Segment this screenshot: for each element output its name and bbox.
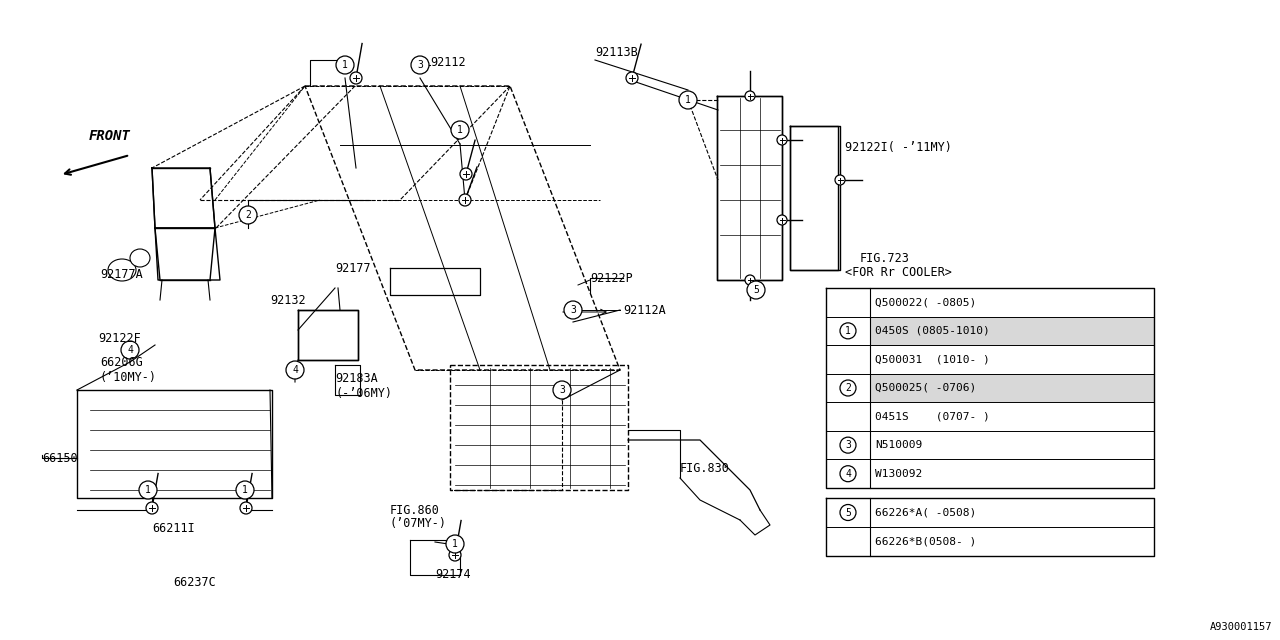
Circle shape — [745, 275, 755, 285]
Circle shape — [835, 175, 845, 185]
Text: A930001157: A930001157 — [1210, 622, 1272, 632]
Circle shape — [349, 72, 362, 84]
Text: 1: 1 — [845, 326, 851, 336]
Text: 92122I( -’11MY): 92122I( -’11MY) — [845, 141, 952, 154]
Text: 92122P: 92122P — [590, 271, 632, 285]
Circle shape — [335, 56, 355, 74]
Circle shape — [140, 481, 157, 499]
Circle shape — [777, 215, 787, 225]
Ellipse shape — [131, 249, 150, 267]
Text: 4: 4 — [292, 365, 298, 375]
Text: 2: 2 — [845, 383, 851, 393]
Bar — [870, 317, 1155, 345]
Ellipse shape — [108, 259, 136, 281]
Text: (’07MY-): (’07MY-) — [390, 518, 447, 531]
Text: Q500025( -0706): Q500025( -0706) — [876, 383, 977, 393]
Text: 5: 5 — [753, 285, 759, 295]
Circle shape — [840, 323, 856, 339]
Text: 92122F: 92122F — [99, 332, 141, 344]
Text: 1: 1 — [457, 125, 463, 135]
Circle shape — [239, 206, 257, 224]
Text: 92183A: 92183A — [335, 371, 378, 385]
Circle shape — [777, 135, 787, 145]
Text: 92174: 92174 — [435, 568, 471, 582]
Text: 92113B: 92113B — [595, 45, 637, 58]
Text: 1: 1 — [342, 60, 348, 70]
Text: (’10MY-): (’10MY-) — [100, 371, 157, 383]
Text: 66206G: 66206G — [100, 356, 143, 369]
Text: 66226*A( -0508): 66226*A( -0508) — [876, 508, 977, 518]
Text: 1: 1 — [685, 95, 691, 105]
Text: 92132: 92132 — [270, 294, 306, 307]
Text: FRONT: FRONT — [90, 129, 131, 143]
Circle shape — [748, 281, 765, 299]
Text: 92112A: 92112A — [623, 303, 666, 317]
Circle shape — [451, 121, 468, 139]
Circle shape — [241, 502, 252, 514]
Text: FIG.860: FIG.860 — [390, 504, 440, 516]
Text: <FOR Rr COOLER>: <FOR Rr COOLER> — [845, 266, 952, 278]
Text: 66237C: 66237C — [173, 577, 216, 589]
Text: 3: 3 — [559, 385, 564, 395]
Text: N510009: N510009 — [876, 440, 923, 450]
Text: 92112: 92112 — [430, 56, 466, 68]
Circle shape — [840, 466, 856, 482]
Text: 5: 5 — [845, 508, 851, 518]
Circle shape — [445, 535, 465, 553]
Circle shape — [146, 502, 157, 514]
Circle shape — [564, 301, 582, 319]
Circle shape — [285, 361, 305, 379]
Text: (-’06MY): (-’06MY) — [335, 387, 392, 401]
Text: W130092: W130092 — [876, 468, 923, 479]
Text: 1: 1 — [452, 539, 458, 549]
Text: 92177A: 92177A — [100, 269, 143, 282]
Text: 0450S (0805-1010): 0450S (0805-1010) — [876, 326, 989, 336]
Circle shape — [840, 504, 856, 520]
Text: 3: 3 — [570, 305, 576, 315]
Text: 2: 2 — [244, 210, 251, 220]
Circle shape — [678, 91, 698, 109]
Text: Q500031  (1010- ): Q500031 (1010- ) — [876, 355, 989, 364]
Circle shape — [840, 437, 856, 453]
Text: 4: 4 — [845, 468, 851, 479]
Circle shape — [460, 168, 472, 180]
Text: 66226*B(0508- ): 66226*B(0508- ) — [876, 536, 977, 547]
Bar — [870, 374, 1155, 403]
Circle shape — [626, 72, 637, 84]
Text: 0451S    (0707- ): 0451S (0707- ) — [876, 412, 989, 422]
Circle shape — [745, 91, 755, 101]
Circle shape — [122, 341, 140, 359]
Circle shape — [553, 381, 571, 399]
Text: FIG.723: FIG.723 — [860, 252, 910, 264]
Text: FIG.830: FIG.830 — [680, 461, 730, 474]
Circle shape — [840, 380, 856, 396]
Text: 3: 3 — [417, 60, 422, 70]
Text: 92177: 92177 — [335, 262, 371, 275]
Circle shape — [411, 56, 429, 74]
Text: 1: 1 — [242, 485, 248, 495]
Circle shape — [460, 194, 471, 206]
Text: 66211I: 66211I — [152, 522, 195, 534]
Text: Q500022( -0805): Q500022( -0805) — [876, 298, 977, 307]
Text: 66150: 66150 — [42, 451, 78, 465]
Circle shape — [236, 481, 253, 499]
Text: 1: 1 — [145, 485, 151, 495]
Text: 4: 4 — [127, 345, 133, 355]
Text: 3: 3 — [845, 440, 851, 450]
Circle shape — [449, 549, 461, 561]
